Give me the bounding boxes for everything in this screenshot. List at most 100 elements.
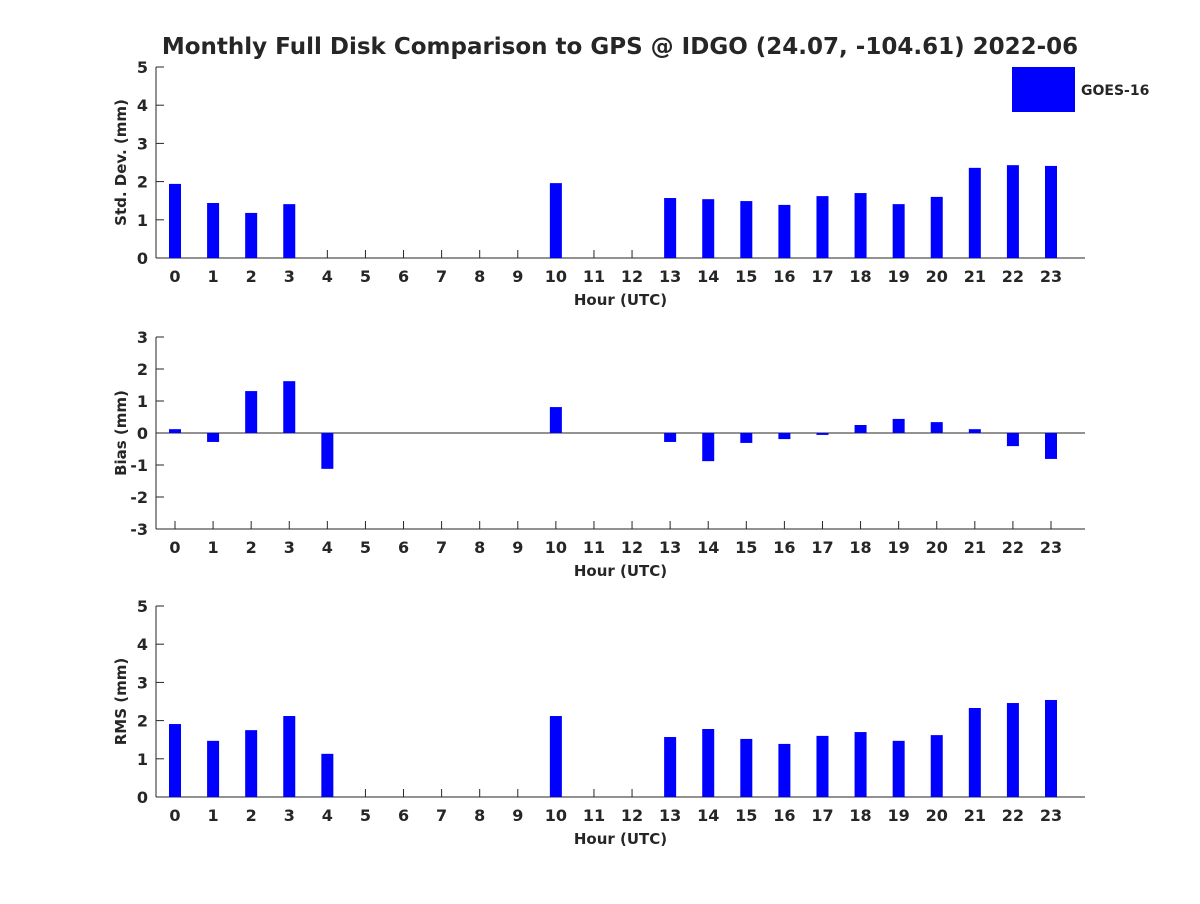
chart-title: Monthly Full Disk Comparison to GPS @ ID…	[162, 34, 1078, 60]
x-tick-label: 22	[1002, 267, 1024, 286]
x-tick-label: 19	[888, 538, 910, 557]
x-tick-label: 8	[474, 806, 485, 825]
x-tick-label: 2	[246, 538, 257, 557]
x-tick-label: 17	[811, 806, 833, 825]
x-tick-label: 18	[849, 806, 871, 825]
y-axis-label: Bias (mm)	[112, 390, 130, 476]
bar-hour-20	[930, 196, 943, 258]
bar-hour-16	[778, 743, 791, 797]
x-tick-label: 22	[1002, 806, 1024, 825]
x-axis-label: Hour (UTC)	[574, 830, 667, 848]
x-tick-label: 18	[849, 267, 871, 286]
legend-swatch	[1012, 67, 1075, 112]
bar-hour-22	[1006, 703, 1019, 797]
bar-hour-18	[854, 732, 867, 797]
x-tick-label: 7	[436, 267, 447, 286]
bar-hour-13	[664, 737, 677, 797]
y-axis-label: RMS (mm)	[112, 658, 130, 745]
x-tick-label: 23	[1040, 806, 1062, 825]
bar-hour-10	[549, 716, 562, 797]
y-tick-label: -3	[130, 520, 148, 539]
bar-hour-19	[892, 204, 905, 258]
bar-hour-10	[549, 407, 562, 433]
y-tick-label: 5	[137, 58, 148, 77]
y-tick-label: -2	[130, 488, 148, 507]
bar-hour-17	[816, 433, 829, 435]
bar-hour-14	[702, 433, 715, 462]
x-tick-label: 16	[773, 806, 795, 825]
bar-hour-0	[169, 183, 181, 258]
bar-hour-1	[207, 202, 220, 258]
y-tick-label: 2	[137, 173, 148, 192]
legend-label: GOES-16	[1081, 83, 1149, 99]
y-tick-label: 5	[137, 597, 148, 616]
bar-hour-4	[321, 433, 334, 469]
bar-hour-2	[245, 212, 258, 258]
bar-hour-23	[1045, 165, 1057, 258]
x-tick-label: 4	[322, 267, 333, 286]
x-tick-label: 6	[398, 267, 409, 286]
y-tick-label: 3	[137, 328, 148, 347]
bar-hour-1	[207, 740, 220, 797]
bar-hour-4	[321, 753, 334, 797]
x-tick-label: 2	[246, 267, 257, 286]
y-tick-label: 1	[137, 392, 148, 411]
bar-hour-15	[740, 201, 753, 258]
x-tick-label: 3	[284, 267, 295, 286]
x-tick-label: 17	[811, 267, 833, 286]
bar-hour-14	[702, 199, 715, 258]
bar-hour-22	[1006, 165, 1019, 258]
y-tick-label: 3	[137, 673, 148, 692]
bar-hour-16	[778, 204, 791, 258]
y-tick-label: 4	[137, 635, 148, 654]
x-tick-label: 21	[964, 267, 986, 286]
x-tick-label: 13	[659, 538, 681, 557]
bar-hour-21	[968, 707, 981, 797]
x-tick-label: 14	[697, 538, 719, 557]
x-tick-label: 16	[773, 267, 795, 286]
x-tick-label: 3	[284, 538, 295, 557]
x-tick-label: 6	[398, 806, 409, 825]
bar-hour-3	[283, 381, 296, 433]
bar-hour-19	[892, 418, 905, 433]
bar-hour-22	[1006, 433, 1019, 447]
y-axis-label: Std. Dev. (mm)	[112, 99, 130, 226]
x-tick-label: 12	[621, 267, 643, 286]
x-tick-label: 10	[545, 806, 567, 825]
y-tick-label: 0	[137, 788, 148, 807]
x-tick-label: 21	[964, 538, 986, 557]
bar-hour-3	[283, 204, 296, 258]
y-tick-label: 1	[137, 211, 148, 230]
x-tick-label: 7	[436, 538, 447, 557]
bar-hour-18	[854, 425, 867, 433]
x-tick-label: 5	[360, 538, 371, 557]
bar-hour-3	[283, 716, 296, 797]
bar-hour-23	[1045, 433, 1057, 459]
bar-hour-2	[245, 391, 258, 433]
bar-hour-10	[549, 183, 562, 258]
bar-hour-2	[245, 730, 258, 797]
x-tick-label: 10	[545, 267, 567, 286]
x-tick-label: 15	[735, 538, 757, 557]
y-tick-label: 0	[137, 424, 148, 443]
x-tick-label: 4	[322, 806, 333, 825]
bar-hour-16	[778, 433, 791, 440]
y-tick-label: 0	[137, 249, 148, 268]
x-tick-label: 13	[659, 806, 681, 825]
x-tick-label: 1	[208, 267, 219, 286]
x-tick-label: 23	[1040, 267, 1062, 286]
x-tick-label: 6	[398, 538, 409, 557]
x-tick-label: 19	[888, 267, 910, 286]
x-tick-label: 8	[474, 267, 485, 286]
x-tick-label: 16	[773, 538, 795, 557]
x-tick-label: 12	[621, 538, 643, 557]
y-tick-label: 2	[137, 712, 148, 731]
x-tick-label: 15	[735, 806, 757, 825]
bar-hour-21	[968, 429, 981, 433]
x-tick-label: 18	[849, 538, 871, 557]
x-axis-label: Hour (UTC)	[574, 291, 667, 309]
